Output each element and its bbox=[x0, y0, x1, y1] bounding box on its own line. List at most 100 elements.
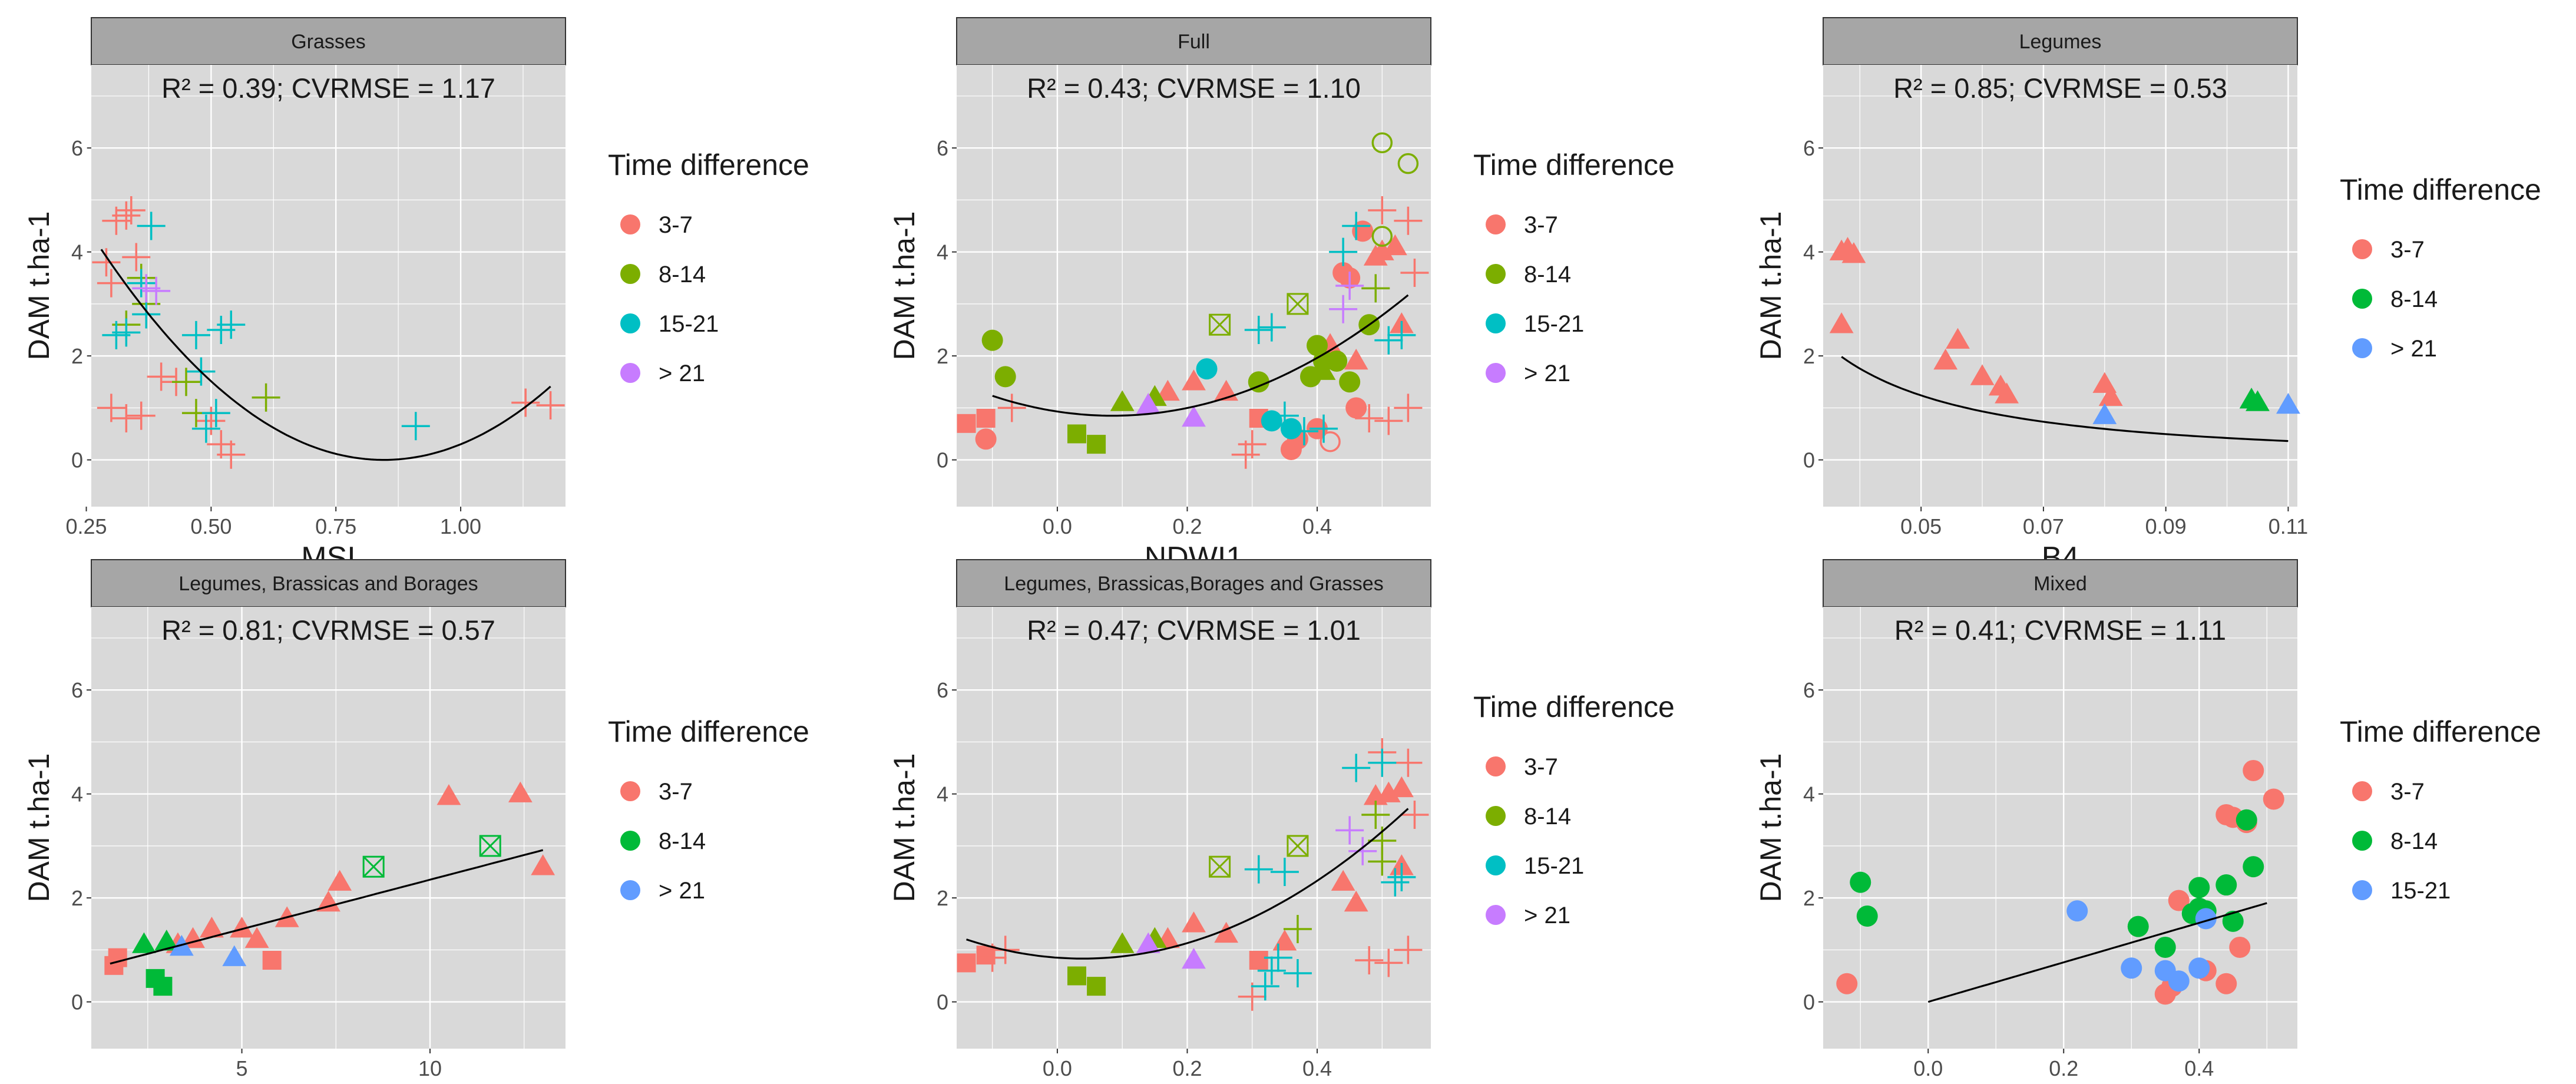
data-point bbox=[1342, 211, 1371, 240]
data-point bbox=[1342, 753, 1371, 782]
data-point bbox=[1270, 858, 1299, 886]
legend-label: > 21 bbox=[1524, 361, 1570, 386]
data-points bbox=[1829, 237, 2300, 424]
data-point bbox=[154, 930, 179, 951]
data-point bbox=[117, 196, 146, 225]
x-tick-label: 0.0 bbox=[1913, 1056, 1943, 1080]
facet-strip bbox=[1823, 559, 2298, 607]
data-point bbox=[1933, 348, 1958, 370]
legend-label: > 21 bbox=[659, 361, 705, 386]
data-point bbox=[1067, 424, 1087, 444]
data-point bbox=[1387, 862, 1416, 891]
x-tick-label: 0.11 bbox=[2269, 514, 2308, 538]
data-point bbox=[2222, 910, 2244, 932]
x-tick-label: 0.2 bbox=[1172, 1056, 1202, 1080]
fit-line bbox=[110, 849, 544, 965]
data-point bbox=[147, 362, 176, 391]
panel-background bbox=[957, 607, 1431, 1049]
data-point-cross bbox=[1287, 293, 1309, 315]
facet-title: Grasses bbox=[291, 31, 366, 53]
data-point bbox=[531, 854, 555, 875]
y-axis-label: DAM t.ha-1 bbox=[22, 211, 55, 361]
data-point bbox=[1331, 870, 1355, 891]
data-point bbox=[1182, 405, 1206, 427]
panel-background bbox=[91, 65, 566, 507]
data-point bbox=[1344, 348, 1368, 370]
fit-line bbox=[992, 294, 1409, 417]
data-point bbox=[994, 366, 1016, 388]
x-tick-label: 0.2 bbox=[2049, 1056, 2078, 1080]
facet-strip bbox=[1823, 17, 2298, 65]
data-point bbox=[1182, 369, 1206, 391]
data-point bbox=[191, 414, 220, 443]
data-point bbox=[97, 394, 125, 422]
legend-key bbox=[1486, 756, 1506, 776]
data-point bbox=[1856, 905, 1878, 927]
x-axis-label: NDWI1 bbox=[1145, 1083, 1244, 1084]
legend-label: > 21 bbox=[659, 878, 705, 904]
data-point bbox=[201, 399, 230, 428]
panel-background bbox=[91, 607, 566, 1049]
x-tick-label: 0.4 bbox=[2184, 1056, 2214, 1080]
legend-title: Time difference bbox=[1473, 148, 1675, 181]
legend-key bbox=[1486, 264, 1506, 284]
data-point bbox=[172, 368, 200, 396]
y-tick-label: 2 bbox=[71, 344, 83, 368]
data-point bbox=[1970, 364, 1995, 385]
data-point bbox=[1374, 326, 1403, 355]
data-point bbox=[1136, 932, 1160, 953]
data-point bbox=[137, 211, 166, 240]
legend-label: 3-7 bbox=[2390, 779, 2425, 805]
data-point bbox=[1320, 431, 1341, 452]
data-point bbox=[1383, 234, 1407, 256]
legend-key bbox=[1486, 905, 1506, 925]
y-tick-label: 6 bbox=[937, 678, 948, 702]
data-point-cross bbox=[363, 856, 385, 878]
legend-key bbox=[620, 831, 640, 851]
legend-key bbox=[620, 214, 640, 234]
data-point bbox=[511, 388, 540, 417]
data-point bbox=[2276, 392, 2300, 414]
data-point bbox=[997, 394, 1026, 422]
data-point bbox=[217, 440, 246, 469]
legend: Time difference 3-7 8-14 15-21 > 21 bbox=[608, 148, 809, 386]
x-tick-label: 10 bbox=[418, 1056, 442, 1080]
data-point bbox=[1136, 392, 1160, 414]
data-point bbox=[1355, 404, 1384, 432]
data-point bbox=[1283, 959, 1312, 988]
x-tick-label: 0.2 bbox=[1172, 514, 1202, 538]
data-point bbox=[1087, 977, 1106, 996]
data-point bbox=[1287, 835, 1309, 857]
data-point bbox=[97, 269, 125, 298]
data-point bbox=[1335, 816, 1364, 845]
data-point bbox=[1995, 382, 2019, 404]
data-point bbox=[2092, 403, 2117, 424]
y-tick-label: 2 bbox=[937, 886, 948, 910]
data-point-box bbox=[1209, 855, 1231, 878]
y-tick-label: 0 bbox=[937, 448, 948, 472]
data-point bbox=[1287, 293, 1309, 315]
data-point bbox=[1836, 973, 1858, 994]
facet-title: Mixed bbox=[2033, 573, 2087, 595]
facet-strip bbox=[91, 17, 566, 65]
data-point-box bbox=[479, 835, 501, 857]
data-points bbox=[957, 132, 1429, 469]
legend-title: Time difference bbox=[608, 715, 809, 748]
x-tick-label: 0.07 bbox=[2023, 514, 2064, 538]
data-points bbox=[104, 781, 555, 996]
data-points bbox=[92, 196, 565, 469]
legend-label: > 21 bbox=[1524, 903, 1570, 928]
x-tick-label: 0.25 bbox=[65, 514, 107, 538]
facet-title: Legumes bbox=[2019, 31, 2102, 53]
data-point bbox=[1280, 418, 1302, 439]
data-point bbox=[1283, 915, 1312, 944]
data-point bbox=[2215, 874, 2237, 896]
data-point bbox=[536, 391, 565, 419]
legend-key bbox=[620, 781, 640, 801]
data-point bbox=[1214, 921, 1239, 943]
data-point bbox=[2236, 809, 2257, 831]
panel-background bbox=[1823, 607, 2297, 1049]
y-tick-label: 0 bbox=[1803, 448, 1815, 472]
data-point bbox=[1335, 272, 1364, 300]
y-tick-label: 0 bbox=[937, 990, 948, 1014]
